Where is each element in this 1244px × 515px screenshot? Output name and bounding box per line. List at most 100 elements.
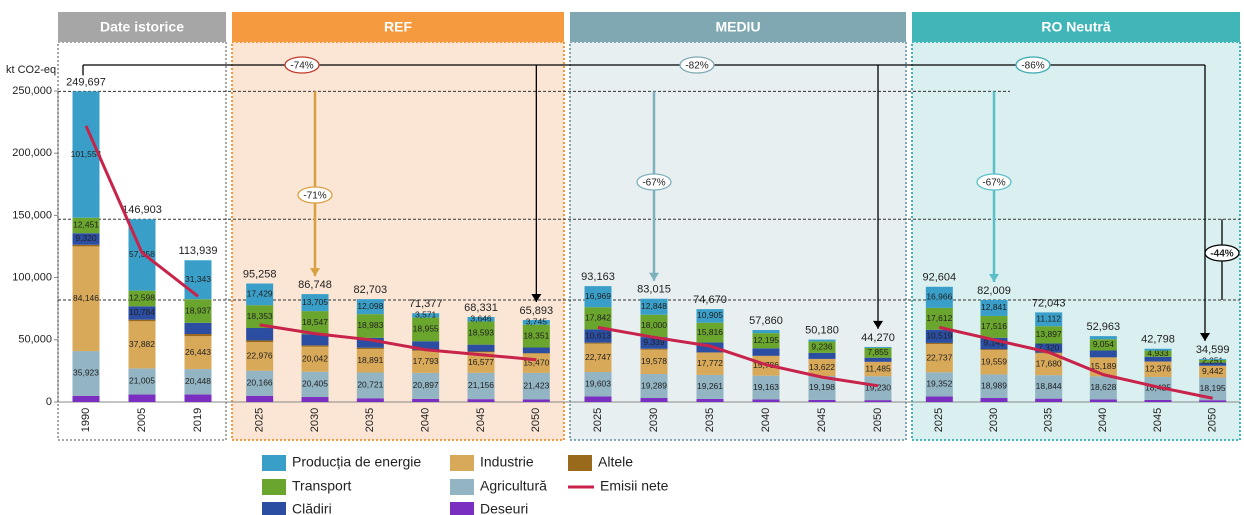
bar-segment bbox=[1089, 339, 1117, 351]
bar-segment bbox=[522, 347, 550, 354]
segment-label: 16,577 bbox=[468, 357, 494, 367]
bar-segment bbox=[412, 313, 440, 318]
x-tick-label: 2005 bbox=[136, 408, 148, 432]
arrow-head bbox=[310, 268, 320, 277]
bar-segment bbox=[1035, 312, 1063, 327]
segment-label: 20,042 bbox=[302, 353, 328, 363]
total-label: 146,903 bbox=[122, 204, 162, 216]
y-tick-label: 200,000 bbox=[12, 147, 52, 159]
annotation-pill bbox=[284, 56, 320, 74]
annotation: -44% bbox=[1210, 249, 1233, 260]
segment-label: 37,882 bbox=[129, 339, 155, 349]
bar-segment bbox=[864, 347, 892, 358]
bar-segment bbox=[1144, 361, 1172, 377]
bar-segment bbox=[980, 374, 1008, 399]
bar-segment bbox=[356, 299, 384, 315]
segment-label: 19,230 bbox=[865, 382, 891, 392]
group-frame bbox=[569, 41, 907, 441]
total-label: 50,180 bbox=[805, 324, 839, 336]
segment-label: 9,320 bbox=[75, 233, 97, 243]
segment-label: 19,603 bbox=[585, 378, 611, 388]
bar-segment bbox=[467, 321, 495, 345]
legend-label: Deseuri bbox=[480, 501, 528, 515]
annotation-pill bbox=[1015, 56, 1051, 74]
segment-label: 12,451 bbox=[73, 220, 99, 230]
arrow-head bbox=[531, 294, 542, 303]
group-frame bbox=[231, 41, 565, 441]
bar-segment bbox=[72, 395, 100, 402]
group-header bbox=[232, 12, 564, 42]
total-label: 113,939 bbox=[179, 245, 218, 257]
segment-label: 22,737 bbox=[926, 352, 952, 362]
bar-segment bbox=[752, 375, 780, 400]
x-tick-label: 2025 bbox=[933, 408, 945, 432]
bar-segment bbox=[467, 399, 495, 402]
bar-segment bbox=[301, 345, 329, 347]
segment-label: 26,443 bbox=[185, 347, 211, 357]
segment-label: 18,000 bbox=[641, 320, 667, 330]
segment-label: 20,721 bbox=[357, 380, 383, 390]
segment-label: 20,405 bbox=[302, 379, 328, 389]
segment-label: 12,098 bbox=[357, 301, 383, 311]
y-unit: kt CO2-eq bbox=[6, 64, 56, 76]
bar-segment bbox=[184, 369, 212, 395]
bar-segment bbox=[640, 314, 668, 338]
legend-label: Clădiri bbox=[292, 501, 332, 515]
segment-label: 10,784 bbox=[129, 307, 155, 317]
segment-label: 12,841 bbox=[981, 302, 1007, 312]
bar-segment bbox=[522, 372, 550, 400]
segment-label: 16,966 bbox=[926, 292, 952, 302]
bar-segment bbox=[246, 340, 274, 343]
x-tick-label: 2040 bbox=[1097, 408, 1109, 432]
total-label: 82,009 bbox=[977, 285, 1011, 297]
arrow-head bbox=[1200, 332, 1210, 341]
net-emissions-line bbox=[84, 125, 199, 298]
bar-segment bbox=[1035, 326, 1063, 344]
total-label: 34,599 bbox=[1196, 344, 1230, 356]
bar-segment bbox=[522, 399, 550, 402]
bar-segment bbox=[1199, 362, 1227, 366]
bar-segment bbox=[752, 348, 780, 356]
segment-label: 2,251 bbox=[1202, 355, 1224, 365]
bar-segment bbox=[246, 342, 274, 371]
segment-label: 17,516 bbox=[981, 321, 1007, 331]
total-label: 42,798 bbox=[1141, 334, 1175, 346]
total-label: 82,703 bbox=[354, 284, 388, 296]
legend-label: Industrie bbox=[480, 454, 534, 470]
bar-segment bbox=[980, 350, 1008, 375]
segment-label: 13,705 bbox=[302, 297, 328, 307]
x-tick-label: 2050 bbox=[1207, 408, 1219, 432]
bar-segment bbox=[925, 396, 953, 402]
segment-label: 18,989 bbox=[981, 380, 1007, 390]
segment-label: 17,842 bbox=[585, 313, 611, 323]
segment-label: 18,351 bbox=[523, 330, 549, 340]
segment-label: 19,289 bbox=[641, 380, 667, 390]
y-tick-label: 100,000 bbox=[12, 272, 52, 284]
bar-segment bbox=[864, 346, 892, 348]
bar-segment bbox=[864, 357, 892, 362]
bar-segment bbox=[1144, 348, 1172, 351]
bar-segment bbox=[752, 330, 780, 334]
bar-segment bbox=[72, 246, 100, 352]
bar-segment bbox=[184, 299, 212, 323]
bar-segment bbox=[356, 348, 384, 373]
segment-label: 15,189 bbox=[1090, 361, 1116, 371]
group-title: REF bbox=[384, 19, 412, 35]
bar-segment bbox=[584, 307, 612, 330]
bar-segment bbox=[925, 329, 953, 343]
bar-segment bbox=[356, 347, 384, 349]
group-frame bbox=[911, 41, 1241, 441]
segment-label: 20,448 bbox=[185, 376, 211, 386]
annotation-pill bbox=[636, 173, 672, 191]
segment-label: 18,353 bbox=[247, 311, 273, 321]
x-tick-label: 1990 bbox=[80, 408, 92, 432]
group-header bbox=[912, 12, 1240, 42]
legend-swatch bbox=[568, 455, 592, 471]
bar-segment bbox=[696, 352, 724, 375]
bar-segment bbox=[980, 299, 1008, 316]
segment-label: 19,198 bbox=[809, 382, 835, 392]
segment-label: 84,146 bbox=[73, 293, 99, 303]
bar-segment bbox=[1199, 358, 1227, 360]
bar-segment bbox=[356, 398, 384, 402]
bar-segment bbox=[246, 328, 274, 341]
